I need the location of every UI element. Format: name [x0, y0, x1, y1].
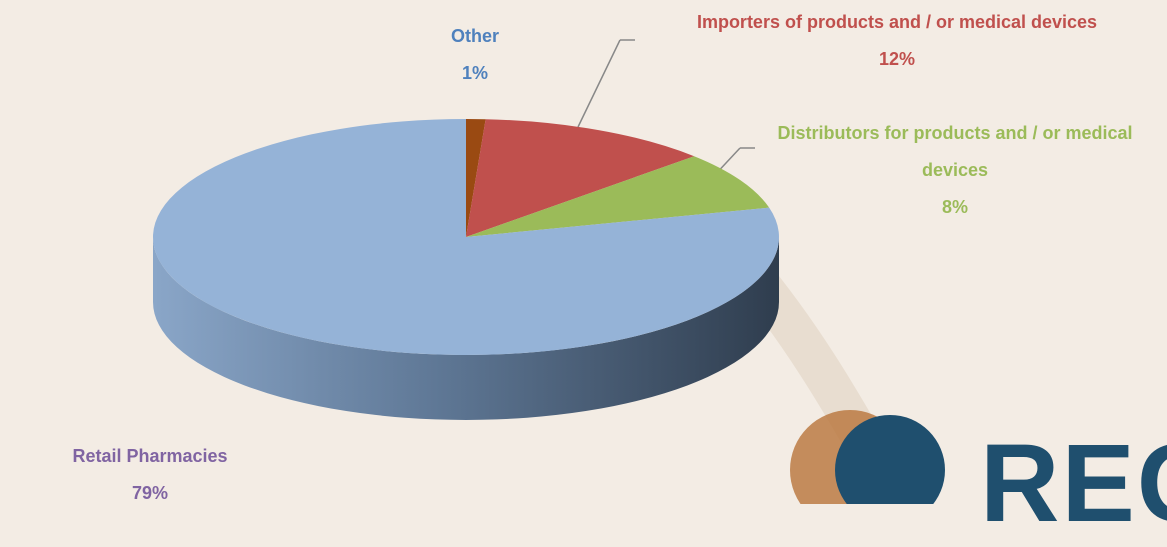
logo-emblem [835, 415, 945, 504]
pie-slice [466, 119, 486, 237]
data-label: Retail Pharmacies 79% [40, 438, 260, 512]
data-label: Other 1% [375, 18, 575, 92]
value-label: 8% [941, 197, 968, 217]
logo-text: REG [980, 422, 1167, 545]
leader-line [577, 39, 621, 128]
value-label: 1% [461, 63, 488, 83]
category-label: Retail Pharmacies [72, 446, 228, 466]
pie-side [153, 237, 779, 420]
value-label: 79% [131, 483, 169, 503]
data-label: Importers of products and / or medical d… [652, 4, 1142, 78]
pie-slice [466, 156, 770, 237]
chart [153, 39, 945, 504]
page: REG (() => { const data = JSON.parse(doc… [72, 4, 1167, 545]
value-label: 12% [878, 49, 916, 69]
category-label: Distributors for products and / or medic… [777, 123, 1133, 180]
category-label: Other [450, 26, 499, 46]
category-label: Importers of products and / or medical d… [696, 12, 1098, 32]
pie-slice [466, 119, 695, 237]
data-label: Distributors for products and / or medic… [745, 115, 1165, 226]
pie-slice [153, 119, 780, 355]
